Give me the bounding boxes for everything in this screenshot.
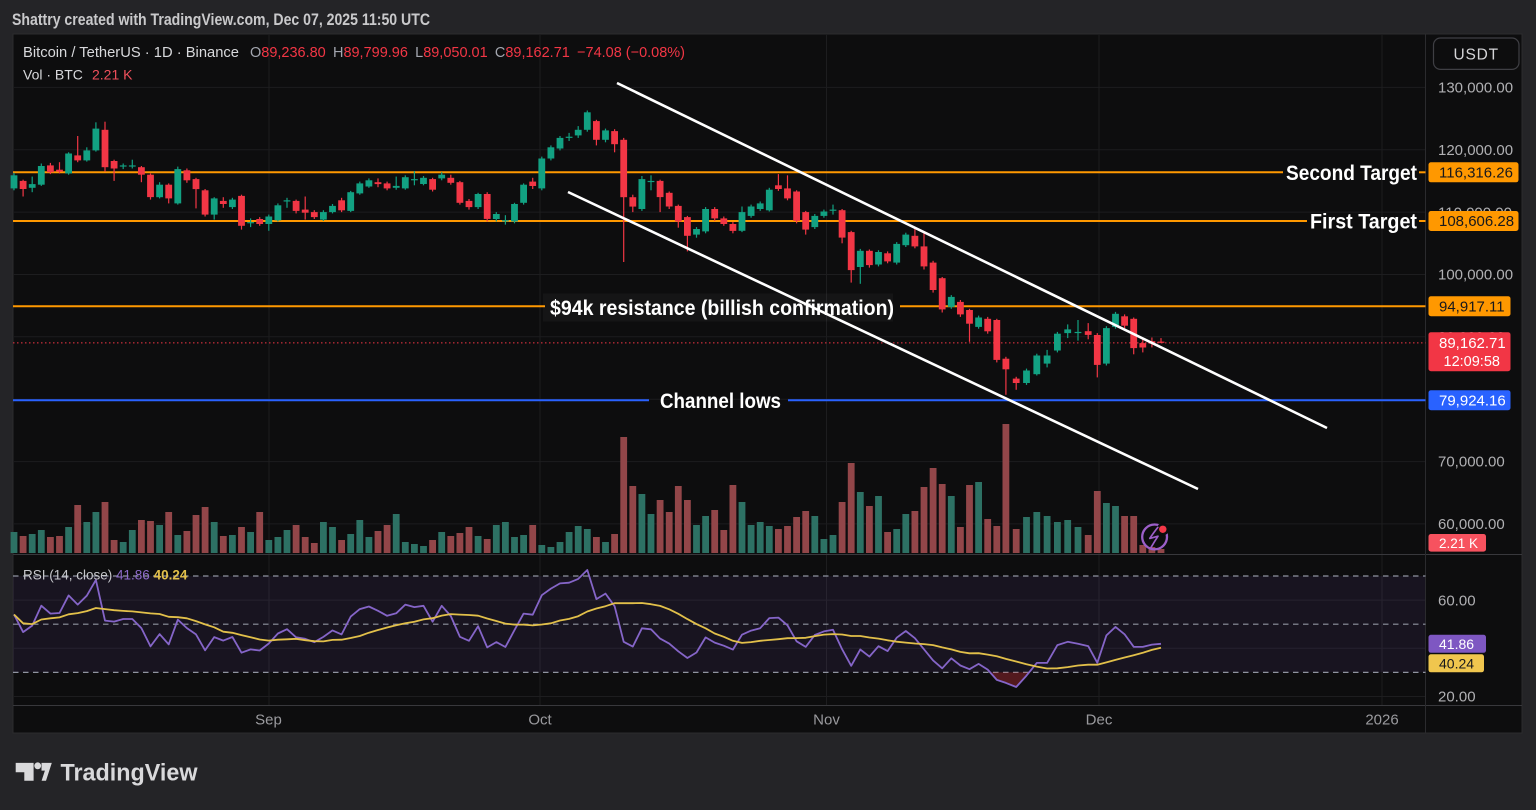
svg-text:First Target: First Target	[1310, 211, 1417, 234]
svg-text:O89,236.80 H89,799.96 L89,050.: O89,236.80 H89,799.96 L89,050.01 C89,162…	[250, 44, 685, 61]
svg-text:Dec: Dec	[1086, 712, 1113, 729]
svg-text:60,000.00: 60,000.00	[1438, 516, 1505, 533]
svg-text:41.86: 41.86	[1439, 636, 1474, 652]
svg-text:116,316.26: 116,316.26	[1439, 165, 1513, 182]
svg-text:2026: 2026	[1365, 712, 1398, 729]
svg-text:120,000.00: 120,000.00	[1438, 142, 1513, 159]
svg-text:2.21 K: 2.21 K	[1439, 536, 1478, 551]
svg-text:Oct: Oct	[528, 712, 552, 729]
svg-text:100,000.00: 100,000.00	[1438, 267, 1513, 284]
svg-text:12:09:58: 12:09:58	[1444, 354, 1500, 370]
svg-text:130,000.00: 130,000.00	[1438, 80, 1513, 97]
svg-text:94,917.11: 94,917.11	[1439, 298, 1505, 315]
svg-text:$94k resistance (billish confi: $94k resistance (billish confirmation)	[550, 297, 894, 320]
svg-text:Bitcoin / TetherUS · 1D · Bina: Bitcoin / TetherUS · 1D · Binance	[23, 44, 239, 61]
svg-text:40.24: 40.24	[1439, 656, 1474, 672]
svg-text:20.00: 20.00	[1438, 689, 1476, 706]
svg-text:79,924.16: 79,924.16	[1439, 392, 1506, 409]
svg-text:60.00: 60.00	[1438, 592, 1476, 609]
svg-text:RSI (14, close) 41.86 40.24: RSI (14, close) 41.86 40.24	[23, 568, 188, 583]
svg-text:2.21 K: 2.21 K	[92, 67, 133, 83]
svg-text:Channel lows: Channel lows	[660, 390, 781, 413]
svg-text:USDT: USDT	[1453, 47, 1498, 64]
svg-text:70,000.00: 70,000.00	[1438, 454, 1505, 471]
svg-text:Shattry created with TradingVi: Shattry created with TradingView.com, De…	[12, 10, 430, 29]
svg-text:108,606.28: 108,606.28	[1439, 213, 1514, 230]
svg-text:Nov: Nov	[813, 712, 840, 729]
svg-text:Sep: Sep	[255, 712, 282, 729]
svg-text:89,162.71: 89,162.71	[1439, 335, 1506, 352]
svg-text:Vol · BTC: Vol · BTC	[23, 67, 83, 83]
svg-text:Second Target: Second Target	[1286, 162, 1417, 185]
svg-text:TradingView: TradingView	[61, 760, 199, 787]
